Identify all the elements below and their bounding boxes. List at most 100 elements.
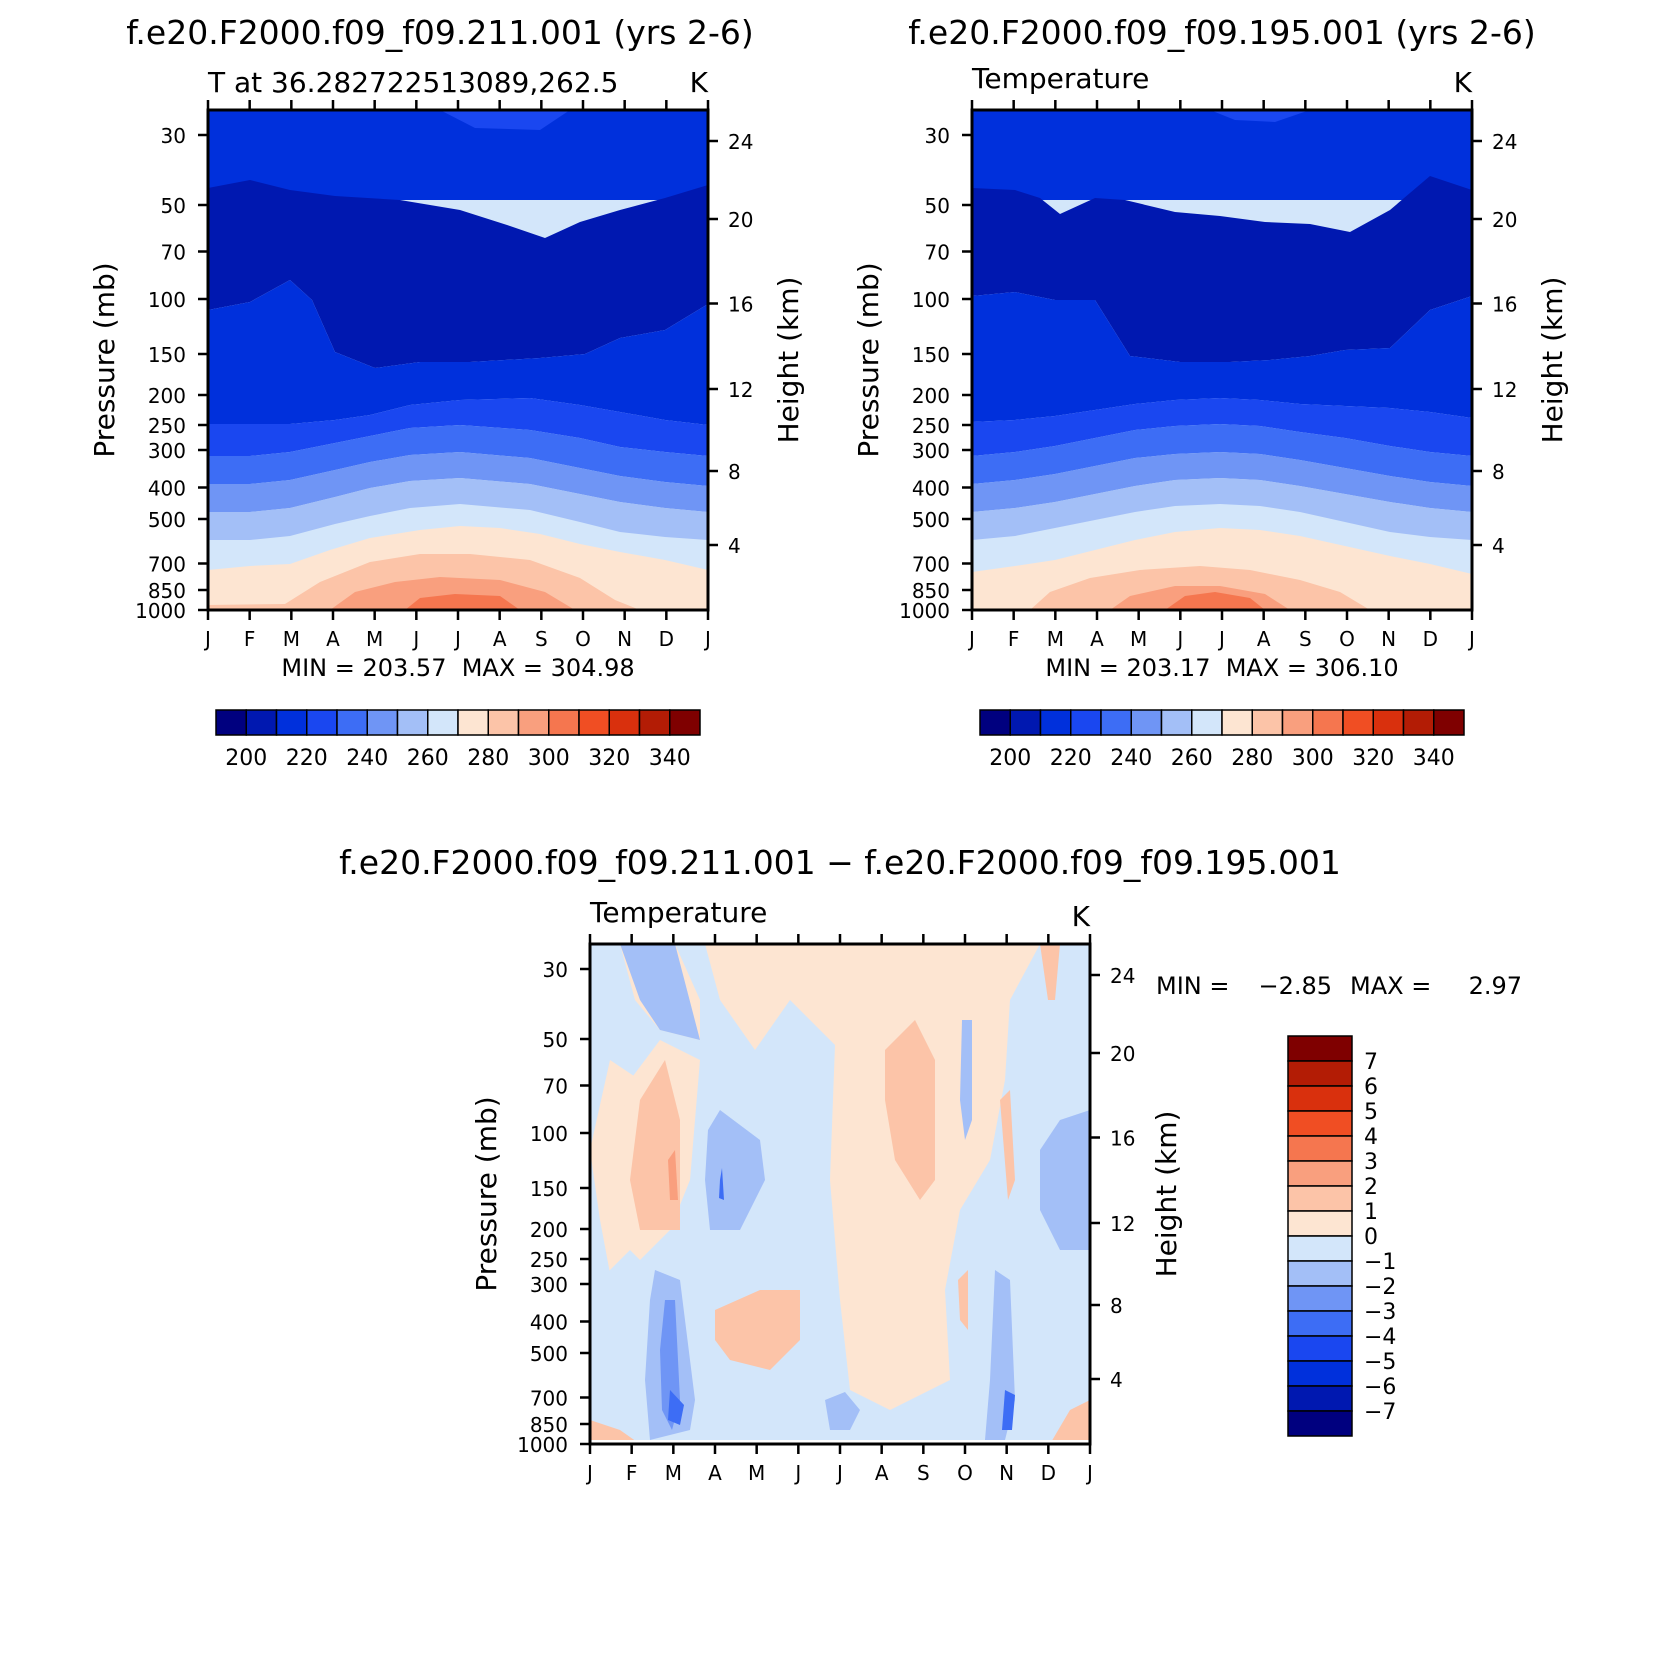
panel-c-colorbar-label: 4 <box>1364 1125 1378 1150</box>
panel-c-colorbar-label: −5 <box>1364 1350 1396 1375</box>
panel-a-colorbar-swatch <box>669 709 701 736</box>
panel-b-x-tick-label: F <box>1008 627 1020 651</box>
panel-a-ylabel-right: Height (km) <box>772 277 805 444</box>
panel-a-x-tick-label: D <box>659 627 674 651</box>
panel-a-colorbar-label: 240 <box>346 746 388 771</box>
panel-b-x-tick-label: A <box>1257 627 1271 651</box>
panel-b-y-tick-label: 1000 <box>899 599 950 623</box>
panel-c-units: K <box>1072 900 1091 933</box>
panel-a-units: K <box>690 66 709 99</box>
panel-b-colorbar-swatch <box>1221 709 1253 736</box>
panel-b-x-tick-label: M <box>1047 627 1064 651</box>
panel-a-colorbar-swatch <box>366 709 399 736</box>
panel-a-y-right-tick-label: 16 <box>728 293 753 317</box>
panel-a-colorbar-swatch <box>306 709 338 736</box>
panel-c-x-tick-label: J <box>1085 1461 1093 1485</box>
panel-b-y-right-tick-label: 24 <box>1492 130 1517 154</box>
panel-c-y-right-tick-label: 8 <box>1110 1294 1123 1318</box>
panel-c-x-tick-label: F <box>626 1461 638 1485</box>
panel-a-y-tick-label: 500 <box>148 508 186 532</box>
panel-a-colorbar-label: 320 <box>588 746 630 771</box>
panel-a-y-tick-label: 70 <box>161 241 186 265</box>
panel-a-field <box>208 110 708 610</box>
panel-c-colorbar-swatch <box>1287 1260 1353 1287</box>
panel-c-colorbar-swatch <box>1287 1335 1353 1362</box>
panel-c-y-tick-label: 850 <box>530 1413 568 1437</box>
panel-b-colorbar-label: 320 <box>1352 746 1394 771</box>
panel-b-title: f.e20.F2000.f09_f09.195.001 (yrs 2-6) <box>908 13 1536 52</box>
panel-a-colorbar-label: 200 <box>225 746 267 771</box>
panel-a-y-tick-label: 700 <box>148 553 186 577</box>
panel-c-y-tick-label: 700 <box>530 1387 568 1411</box>
panel-b-x-tick-label: J <box>1175 627 1183 651</box>
panel-a-colorbar-swatch <box>608 709 641 736</box>
panel-c-y-right-tick-label: 20 <box>1110 1042 1135 1066</box>
panel-c-y-tick-label: 200 <box>530 1218 568 1242</box>
panel-c-colorbar-label: −6 <box>1364 1375 1396 1400</box>
panel-b-colorbar-swatch <box>1372 709 1405 736</box>
panel-c-colorbar-label: 3 <box>1364 1150 1378 1175</box>
panel-b-colorbar-label: 280 <box>1231 746 1273 771</box>
panel-a-y-tick-label: 100 <box>148 288 186 312</box>
panel-c-colorbar-label: 5 <box>1364 1100 1378 1125</box>
panel-b-field <box>972 110 1472 610</box>
panel-c-colorbar-label: −3 <box>1364 1300 1396 1325</box>
panel-a-x-tick-label: A <box>493 627 507 651</box>
panel-a-x-tick-label: J <box>703 627 711 651</box>
panel-a-colorbar-label: 260 <box>407 746 449 771</box>
panel-a-y-right-tick-label: 8 <box>728 460 741 484</box>
panel-b-colorbar-swatch <box>1130 709 1163 736</box>
panel-c-y-tick-label: 70 <box>543 1075 568 1099</box>
panel-a-colorbar-swatch <box>336 709 368 736</box>
panel-b: f.e20.F2000.f09_f09.195.001 (yrs 2-6) Te… <box>852 13 1569 771</box>
panel-a-x-tick-label: O <box>575 627 591 651</box>
panel-a-colorbar-swatch <box>396 709 429 736</box>
panel-a-y-right-tick-label: 24 <box>728 130 753 154</box>
panel-a-y-tick-label: 250 <box>148 414 186 438</box>
panel-a-y-tick-label: 30 <box>161 124 186 148</box>
panel-a-x-tick-label: F <box>244 627 256 651</box>
panel-a-x-tick-label: N <box>617 627 632 651</box>
panel-a-y-tick-label: 50 <box>161 194 186 218</box>
panel-c-x-tick-label: M <box>665 1461 682 1485</box>
panel-a-y-tick-label: 1000 <box>135 599 186 623</box>
panel-a-y-tick-label: 150 <box>148 343 186 367</box>
panel-c-colorbar-label: −4 <box>1364 1325 1396 1350</box>
panel-b-colorbar-swatch <box>1009 709 1042 736</box>
panel-b-colorbar-swatch <box>1100 709 1132 736</box>
panel-a-colorbar-label: 340 <box>649 746 691 771</box>
panel-c-subtitle: Temperature <box>589 896 767 929</box>
panel-c-y-tick-label: 30 <box>543 958 568 982</box>
panel-a-ylabel: Pressure (mb) <box>88 262 121 457</box>
panel-c-x-tick-label: J <box>835 1461 843 1485</box>
panel-b-y-tick-label: 300 <box>912 439 950 463</box>
panel-a-colorbar-swatch <box>275 709 308 736</box>
panel-c-colorbar-swatch <box>1287 1210 1353 1237</box>
panel-b-x-tick-label: M <box>1130 627 1147 651</box>
panel-b-y-tick-label: 150 <box>912 343 950 367</box>
panel-b-colorbar-label: 240 <box>1110 746 1152 771</box>
panel-b-y-right-tick-label: 20 <box>1492 208 1517 232</box>
panel-a-stats: MIN = 203.57 MAX = 304.98 <box>281 654 634 682</box>
panel-c-colorbar-swatch <box>1287 1035 1353 1062</box>
panel-c-ylabel-right: Height (km) <box>1150 1111 1183 1278</box>
panel-c-colorbar-swatch <box>1287 1410 1353 1437</box>
panel-c-title: f.e20.F2000.f09_f09.211.001 − f.e20.F200… <box>339 843 1341 882</box>
panel-c-colorbar-swatch <box>1287 1085 1353 1112</box>
panel-b-colorbar-swatch <box>1433 709 1465 736</box>
panel-c-y-tick-label: 250 <box>530 1248 568 1272</box>
panel-c-x-tick-label: D <box>1041 1461 1056 1485</box>
panel-c-colorbar-swatch <box>1287 1385 1353 1412</box>
panel-c-x-tick-label: J <box>793 1461 801 1485</box>
panel-c-colorbar-label: 7 <box>1364 1050 1378 1075</box>
panel-b-colorbar-swatch <box>1039 709 1072 736</box>
panel-b-ylabel: Pressure (mb) <box>852 262 885 457</box>
panel-a-colorbar-swatch <box>245 709 278 736</box>
panel-c-colorbar-swatch <box>1287 1185 1353 1212</box>
panel-c-colorbar-label: 1 <box>1364 1200 1378 1225</box>
panel-c-y-tick-label: 150 <box>530 1177 568 1201</box>
